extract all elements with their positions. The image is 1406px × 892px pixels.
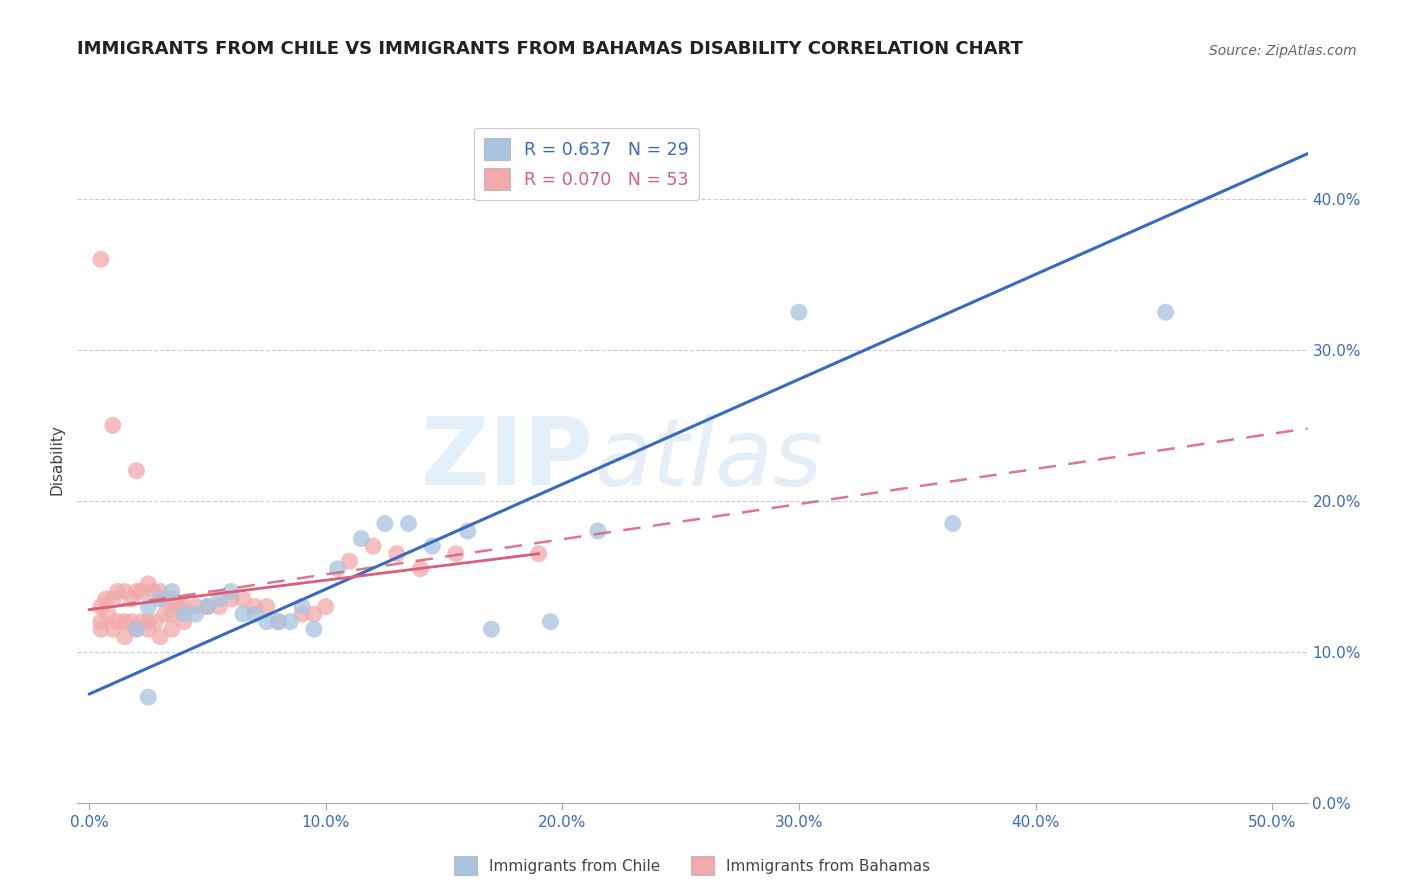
Point bbox=[160, 584, 183, 599]
Point bbox=[184, 599, 207, 614]
Point bbox=[339, 554, 361, 568]
Point bbox=[173, 599, 195, 614]
Point bbox=[302, 622, 325, 636]
Point bbox=[121, 615, 143, 629]
Point bbox=[479, 622, 502, 636]
Point bbox=[94, 592, 117, 607]
Point bbox=[219, 584, 242, 599]
Point bbox=[1154, 305, 1177, 319]
Text: IMMIGRANTS FROM CHILE VS IMMIGRANTS FROM BAHAMAS DISABILITY CORRELATION CHART: IMMIGRANTS FROM CHILE VS IMMIGRANTS FROM… bbox=[77, 40, 1024, 58]
Point bbox=[136, 622, 159, 636]
Point bbox=[350, 532, 373, 546]
Point bbox=[129, 584, 152, 599]
Point bbox=[197, 599, 219, 614]
Point bbox=[136, 599, 159, 614]
Point bbox=[232, 592, 254, 607]
Point bbox=[787, 305, 810, 319]
Point bbox=[160, 622, 183, 636]
Point bbox=[942, 516, 965, 531]
Point bbox=[184, 607, 207, 621]
Point bbox=[315, 599, 337, 614]
Point bbox=[153, 592, 176, 607]
Point bbox=[101, 592, 124, 607]
Point bbox=[90, 599, 112, 614]
Point bbox=[398, 516, 420, 531]
Point bbox=[361, 539, 384, 553]
Point bbox=[90, 622, 112, 636]
Point bbox=[107, 584, 129, 599]
Point bbox=[114, 584, 136, 599]
Point bbox=[90, 615, 112, 629]
Point bbox=[153, 607, 176, 621]
Point bbox=[173, 607, 195, 621]
Point bbox=[149, 630, 172, 644]
Point bbox=[114, 630, 136, 644]
Point bbox=[90, 252, 112, 267]
Point bbox=[136, 690, 159, 705]
Text: atlas: atlas bbox=[595, 414, 823, 505]
Point bbox=[136, 577, 159, 591]
Point bbox=[256, 599, 278, 614]
Point bbox=[160, 607, 183, 621]
Point bbox=[101, 622, 124, 636]
Legend: Immigrants from Chile, Immigrants from Bahamas: Immigrants from Chile, Immigrants from B… bbox=[449, 850, 936, 881]
Point bbox=[149, 592, 172, 607]
Point bbox=[142, 584, 165, 599]
Point bbox=[208, 592, 231, 607]
Point bbox=[121, 592, 143, 607]
Point bbox=[208, 599, 231, 614]
Point bbox=[267, 615, 290, 629]
Point bbox=[374, 516, 396, 531]
Point bbox=[149, 584, 172, 599]
Y-axis label: Disability: Disability bbox=[49, 424, 65, 495]
Point bbox=[291, 599, 314, 614]
Point bbox=[145, 615, 167, 629]
Point bbox=[136, 615, 159, 629]
Text: ZIP: ZIP bbox=[422, 413, 595, 506]
Point bbox=[256, 615, 278, 629]
Point bbox=[385, 547, 408, 561]
Point bbox=[409, 562, 432, 576]
Point bbox=[243, 607, 266, 621]
Point bbox=[114, 615, 136, 629]
Point bbox=[160, 592, 183, 607]
Point bbox=[197, 599, 219, 614]
Point bbox=[125, 464, 148, 478]
Point bbox=[243, 599, 266, 614]
Point bbox=[527, 547, 550, 561]
Point bbox=[125, 622, 148, 636]
Point bbox=[232, 607, 254, 621]
Point bbox=[125, 584, 148, 599]
Point bbox=[326, 562, 349, 576]
Point bbox=[278, 615, 301, 629]
Point bbox=[444, 547, 467, 561]
Point bbox=[586, 524, 609, 538]
Point bbox=[107, 615, 129, 629]
Point bbox=[101, 418, 124, 433]
Point bbox=[173, 615, 195, 629]
Point bbox=[129, 615, 152, 629]
Point bbox=[267, 615, 290, 629]
Point bbox=[219, 592, 242, 607]
Point bbox=[457, 524, 479, 538]
Point bbox=[302, 607, 325, 621]
Point bbox=[420, 539, 443, 553]
Text: Source: ZipAtlas.com: Source: ZipAtlas.com bbox=[1209, 44, 1357, 58]
Point bbox=[291, 607, 314, 621]
Point bbox=[125, 622, 148, 636]
Point bbox=[540, 615, 562, 629]
Point bbox=[167, 599, 190, 614]
Point bbox=[97, 607, 120, 621]
